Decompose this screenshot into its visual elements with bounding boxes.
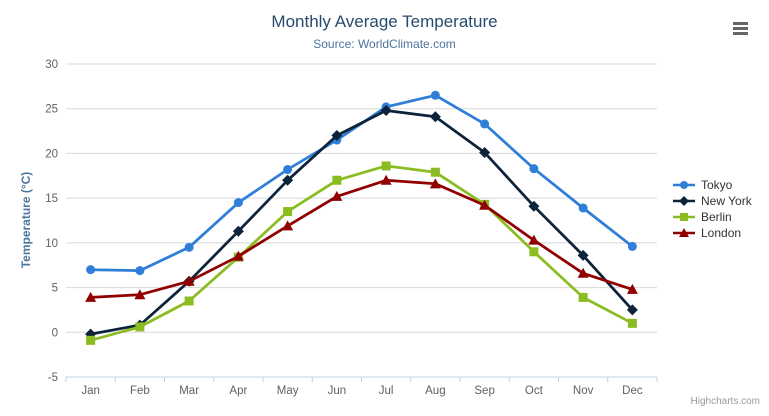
x-axis-label: Oct	[525, 385, 544, 397]
x-axis-label: Jun	[328, 385, 347, 397]
series-london	[85, 174, 638, 302]
chart-subtitle: Source: WorldClimate.com	[313, 37, 456, 51]
x-axis-label: Apr	[229, 385, 247, 397]
y-axis-label: 10	[45, 238, 58, 250]
legend-item-new-york[interactable]: New York	[672, 193, 752, 209]
legend-label: London	[701, 226, 742, 240]
x-axis-label: Jan	[81, 385, 100, 397]
x-axis-label: Nov	[573, 385, 594, 397]
x-axis-label: Jul	[379, 385, 394, 397]
x-axis-label: May	[277, 385, 299, 397]
y-axis-label: 15	[45, 193, 58, 205]
legend-item-london[interactable]: London	[672, 225, 752, 241]
series-tokyo	[86, 90, 637, 276]
square-marker-icon	[673, 213, 695, 221]
credits-link[interactable]: Highcharts.com	[690, 396, 760, 407]
hamburger-icon	[725, 21, 755, 35]
x-axis-label: Aug	[425, 385, 445, 397]
y-axis-label: 30	[45, 59, 58, 71]
x-axis-label: Mar	[179, 385, 199, 397]
x-axis-label: Feb	[130, 385, 150, 397]
legend-label: Berlin	[701, 210, 732, 224]
diamond-marker-icon	[673, 196, 695, 206]
y-axis-title: Temperature (°C)	[19, 171, 33, 269]
y-axis-label: 0	[52, 327, 58, 339]
legend: Tokyo New York Berlin London	[672, 177, 752, 241]
y-axis-label: 5	[52, 283, 58, 295]
x-axis-label: Sep	[474, 385, 494, 397]
triangle-marker-icon	[673, 228, 695, 237]
y-axis-label: 20	[45, 148, 58, 160]
legend-item-berlin[interactable]: Berlin	[672, 209, 752, 225]
y-axis-label: -5	[48, 372, 58, 384]
series-new-york	[85, 105, 638, 340]
legend-item-tokyo[interactable]: Tokyo	[672, 177, 752, 193]
legend-label: New York	[701, 194, 752, 208]
circle-marker-icon	[673, 181, 695, 189]
x-axis-label: Dec	[622, 385, 643, 397]
context-menu-button[interactable]	[725, 16, 755, 40]
chart-title: Monthly Average Temperature	[271, 12, 498, 31]
y-axis-label: 25	[45, 104, 58, 116]
legend-label: Tokyo	[701, 178, 733, 192]
